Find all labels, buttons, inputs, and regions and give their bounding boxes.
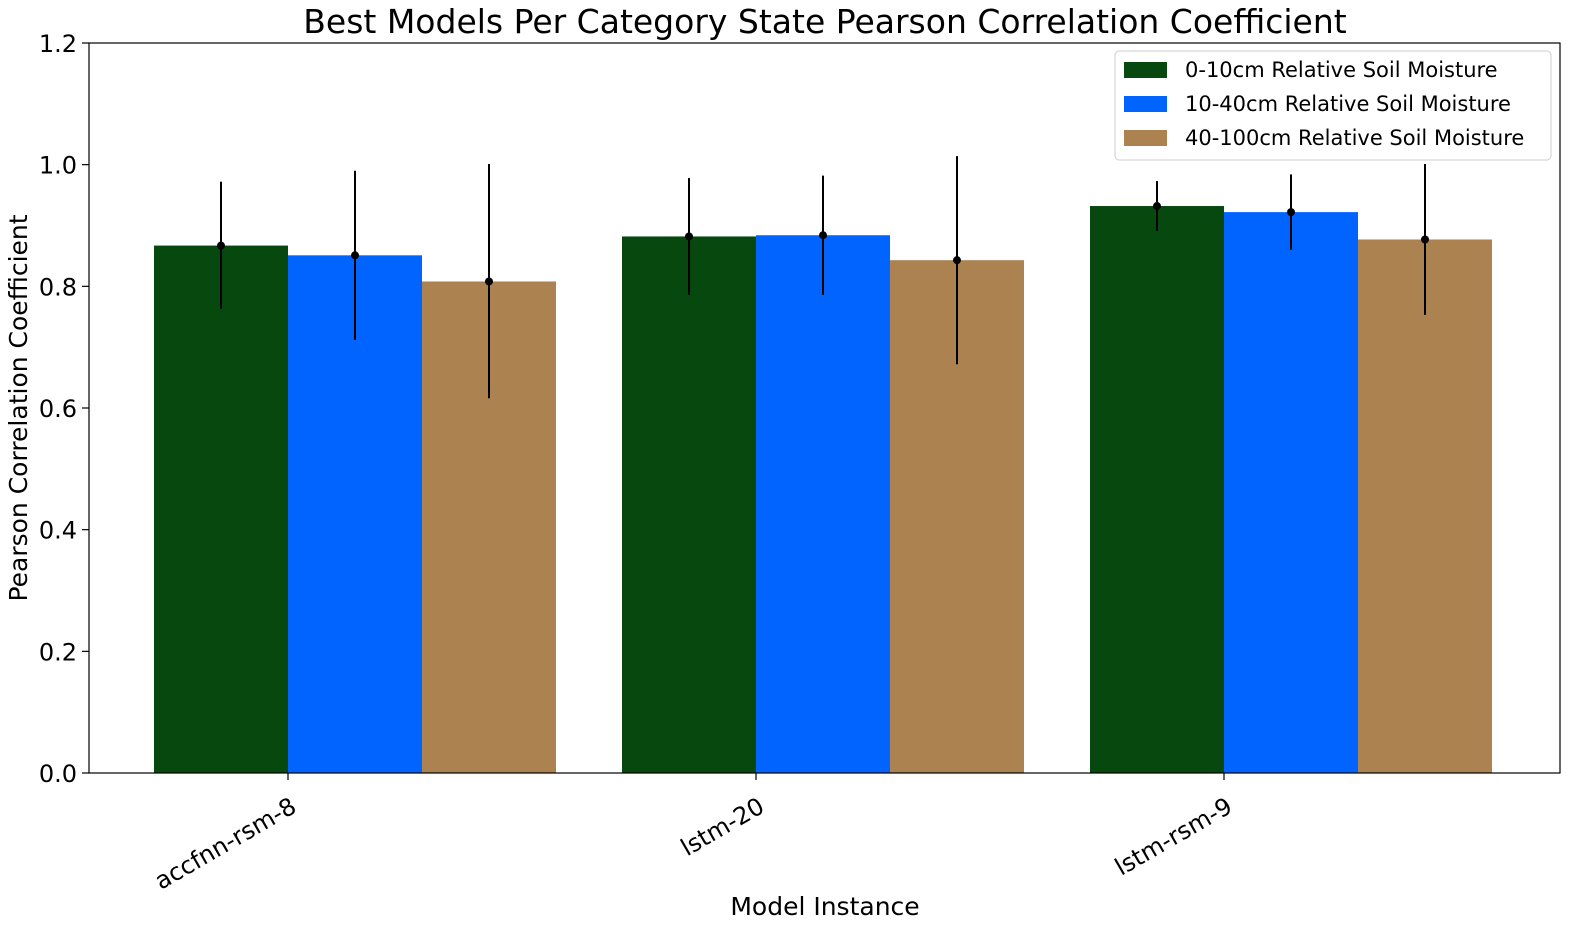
mean-point	[351, 251, 359, 260]
legend-label: 0-10cm Relative Soil Moisture	[1185, 58, 1498, 82]
y-tick-label: 1.2	[39, 30, 77, 58]
mean-point	[1287, 208, 1295, 217]
legend-box	[1114, 50, 1552, 161]
legend-label: 10-40cm Relative Soil Moisture	[1185, 92, 1511, 116]
legend: 0-10cm Relative Soil Moisture 10-40cm Rel…	[1114, 50, 1552, 161]
bar-1-accfnn-rsm-8	[154, 245, 288, 773]
mean-point	[485, 277, 493, 286]
mean-point	[1153, 202, 1161, 211]
bar-1-lstm-20	[622, 236, 756, 773]
bar-1-lstm-rsm-9	[1090, 206, 1224, 774]
y-tick-label: 1.0	[39, 152, 77, 180]
y-tick-label: 0.6	[39, 395, 77, 423]
y-axis-title: Pearson Correlation Coefficient	[4, 214, 33, 601]
bar-2-lstm-rsm-9	[1224, 212, 1358, 773]
x-axis-title: Model Instance	[730, 892, 919, 921]
mean-point	[1421, 235, 1429, 244]
y-tick-label: 0.8	[39, 273, 77, 301]
mean-point	[819, 231, 827, 240]
x-tick-label: accfnn-rsm-8	[150, 792, 301, 895]
mean-point	[685, 232, 693, 241]
x-tick-label: lstm-20	[676, 792, 769, 862]
mean-point	[217, 241, 225, 250]
y-tick-label: 0.2	[39, 638, 77, 666]
bar-2-accfnn-rsm-8	[288, 255, 422, 773]
chart-title: Best Models Per Category State Pearson C…	[303, 2, 1347, 41]
legend-swatch	[1124, 96, 1167, 112]
x-tick-label: lstm-rsm-9	[1110, 792, 1237, 881]
legend-swatch	[1124, 130, 1167, 146]
bar-2-lstm-20	[756, 235, 890, 773]
legend-label: 40-100cm Relative Soil Moisture	[1185, 126, 1524, 150]
mean-point	[953, 256, 961, 265]
bars-layer	[154, 206, 1492, 774]
error-bars-layer	[217, 156, 1429, 399]
bar-3-lstm-rsm-9	[1358, 239, 1492, 773]
legend-swatch	[1124, 62, 1167, 78]
y-tick-label: 0.4	[39, 517, 77, 545]
y-tick-label: 0.0	[39, 760, 77, 788]
